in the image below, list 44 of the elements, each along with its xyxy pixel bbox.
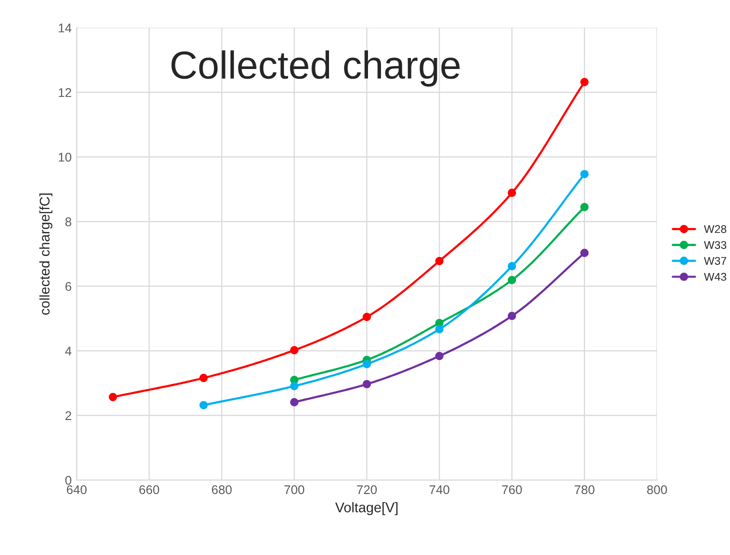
y-tick-label: 10	[58, 152, 72, 162]
x-axis-title: Voltage[V]	[335, 502, 398, 516]
point	[108, 392, 118, 402]
point	[580, 78, 589, 86]
point	[290, 398, 298, 406]
point	[580, 170, 589, 178]
x-tick-label: 740	[430, 485, 450, 494]
point	[362, 380, 371, 388]
point	[508, 312, 516, 320]
y-axis-title: collected charge[fC]	[39, 194, 52, 315]
x-tick-label: 700	[284, 485, 304, 494]
point	[290, 382, 298, 390]
legend-label: W28	[704, 225, 726, 234]
point	[199, 374, 208, 382]
y-tick-label: 2	[65, 411, 72, 420]
y-tick-label: 4	[65, 346, 72, 356]
point	[199, 400, 208, 410]
point	[362, 312, 371, 322]
point	[508, 276, 516, 284]
text: Collected charge	[171, 50, 460, 87]
x-tick-label: 760	[502, 485, 522, 494]
x-tick-label: 720	[357, 485, 377, 494]
point	[435, 352, 444, 360]
legend-label: W33	[704, 241, 726, 249]
point	[290, 346, 298, 354]
y-tick-label: 12	[58, 88, 72, 97]
x-tick-label: 780	[574, 485, 594, 494]
point	[508, 188, 516, 198]
y-tick-label: 8	[65, 217, 72, 226]
x-tick-label: 660	[139, 485, 160, 494]
x-tick-label: 640	[66, 485, 87, 494]
x-tick-label: 680	[212, 485, 232, 494]
legend-label: W43	[704, 272, 726, 281]
y-tick-label: 6	[65, 282, 72, 291]
x-tick-label: 800	[647, 485, 667, 494]
point	[508, 262, 516, 270]
point	[435, 325, 444, 334]
legend-label: W37	[704, 256, 726, 265]
point	[435, 256, 444, 266]
point	[580, 202, 589, 212]
point	[580, 248, 589, 258]
y-tick-label: 14	[58, 24, 72, 32]
y-tick-label: 0	[65, 476, 72, 485]
point	[362, 360, 371, 368]
